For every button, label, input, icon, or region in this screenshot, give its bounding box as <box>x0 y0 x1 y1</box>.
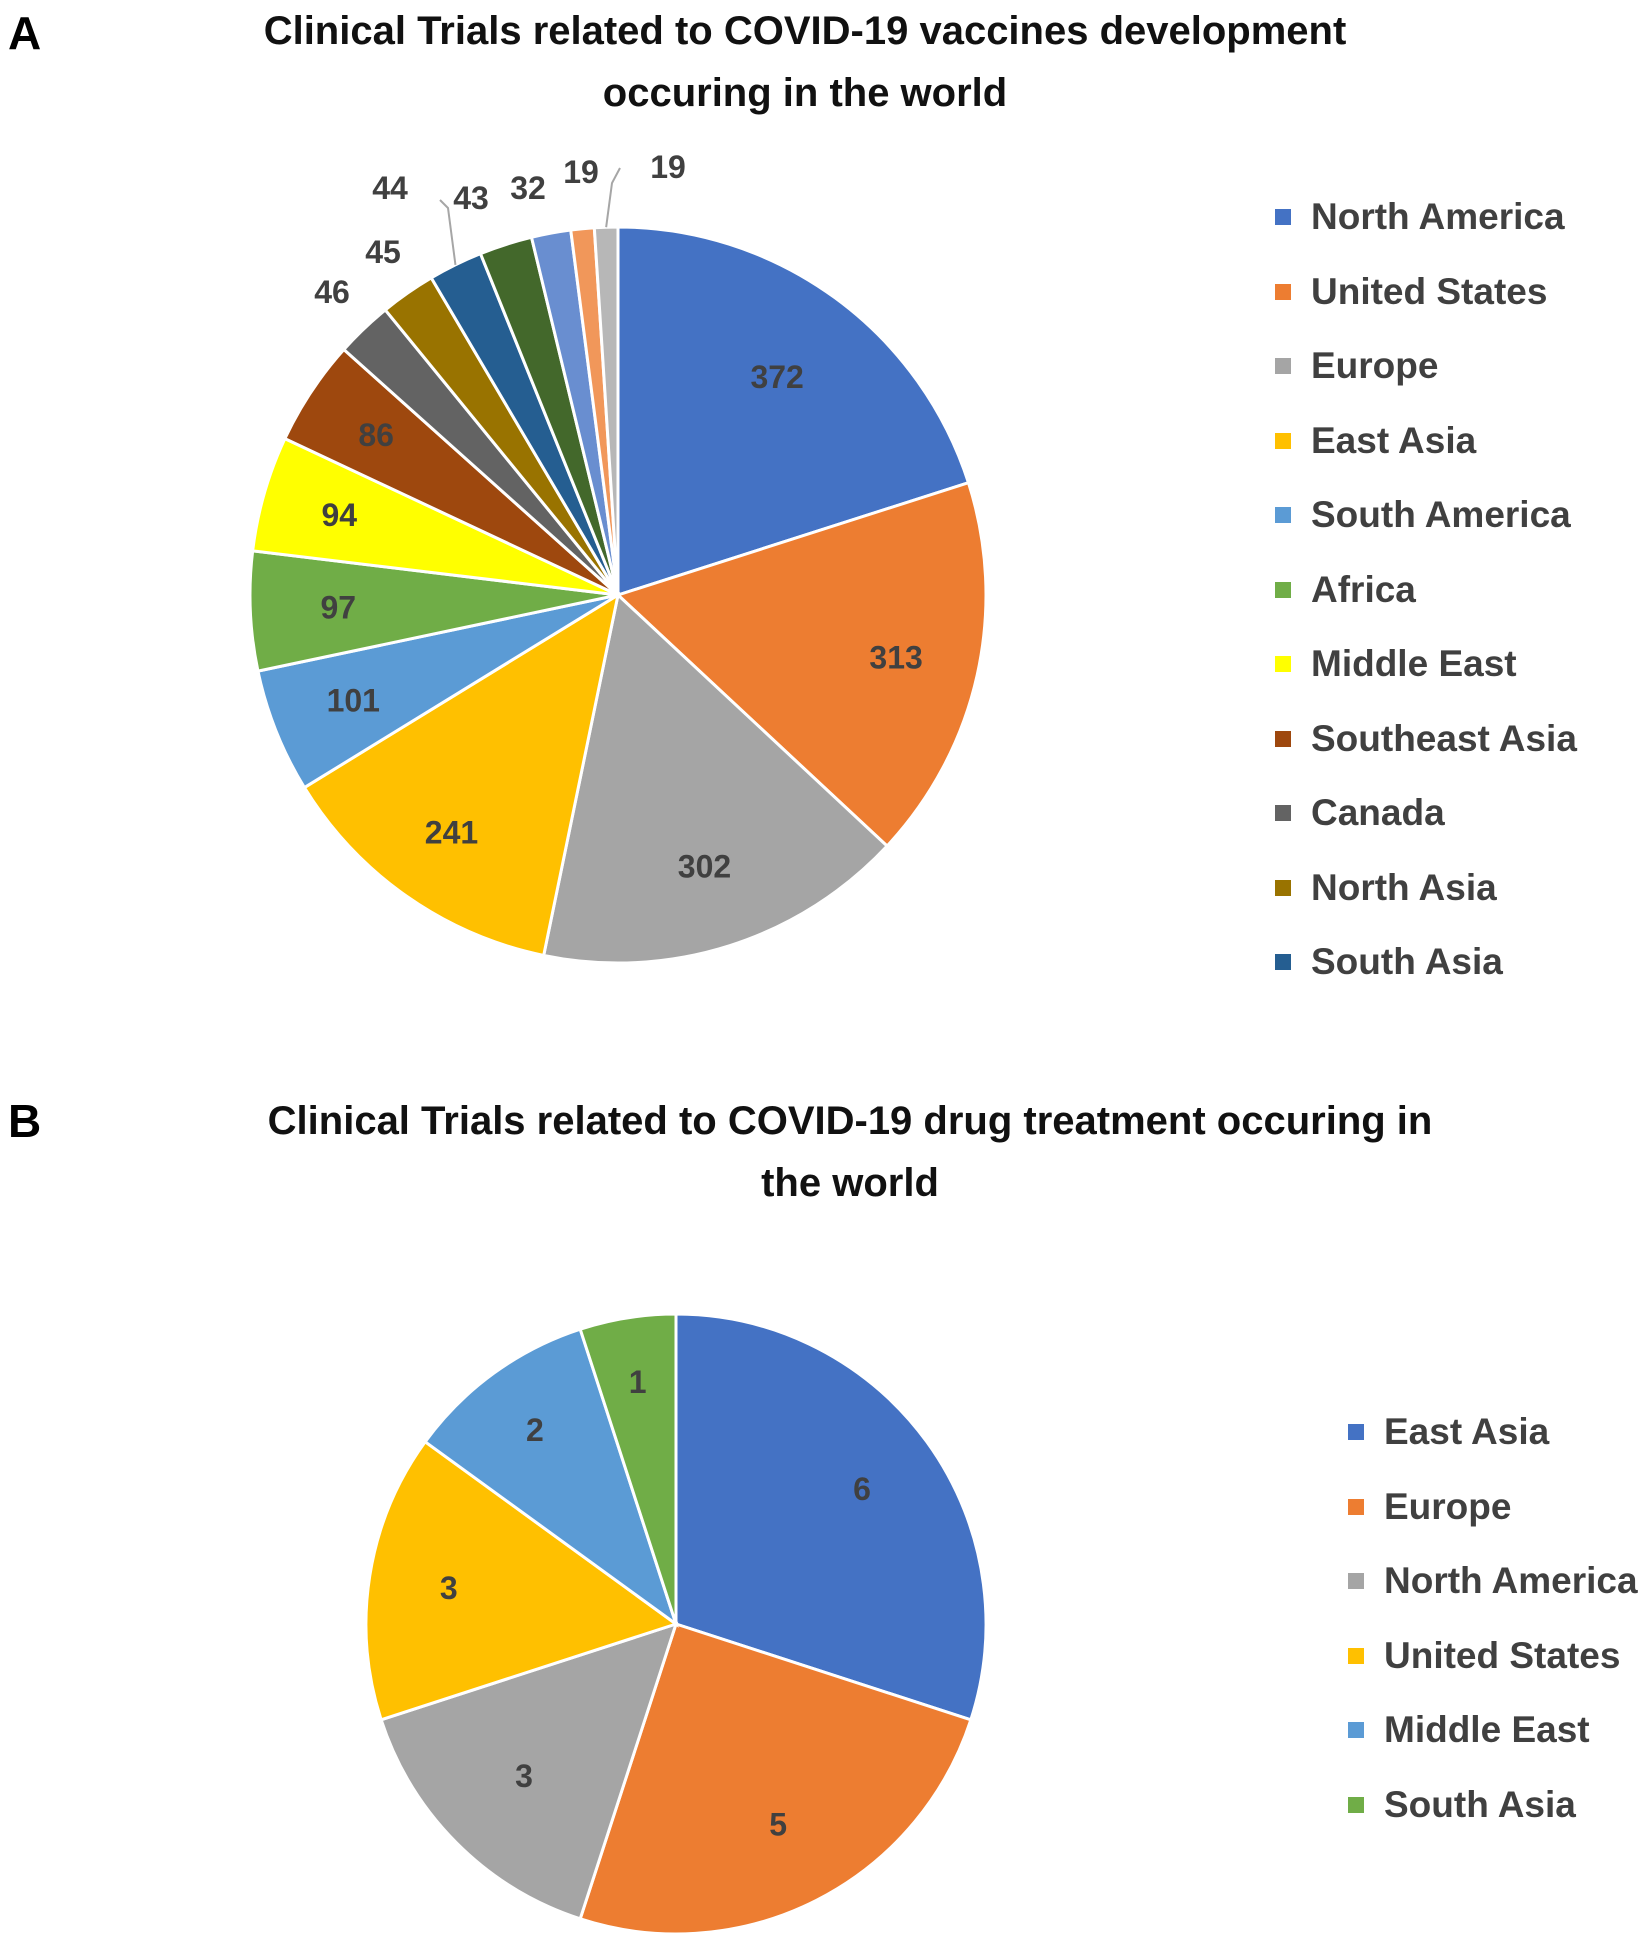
chart-a-data-label-7: 86 <box>358 417 394 453</box>
chart-b-title: Clinical Trials related to COVID-19 drug… <box>150 1090 1550 1214</box>
chart-a-legend-swatch <box>1275 507 1291 524</box>
chart-a-data-label-10: 44 <box>372 170 408 206</box>
chart-b-data-label-3: 3 <box>440 1570 458 1606</box>
chart-a-legend-item-middle-east: Middle East <box>1275 627 1577 702</box>
chart-a-legend-swatch <box>1275 283 1291 300</box>
chart-a-legend-item-southeast-asia: Southeast Asia <box>1275 702 1577 777</box>
chart-b-legend-label: Europe <box>1384 1485 1512 1527</box>
chart-b-title-line1: Clinical Trials related to COVID-19 drug… <box>267 1099 1433 1143</box>
chart-a-legend-item-south-america: South America <box>1275 478 1577 553</box>
chart-b-data-label-5: 1 <box>629 1364 647 1400</box>
legend-a: North America United States Europe East Asi… <box>1275 180 1577 1000</box>
chart-b-data-label-1: 5 <box>769 1806 787 1842</box>
chart-a-leader-line-14 <box>605 167 621 228</box>
chart-a-legend-swatch <box>1275 358 1291 375</box>
chart-a-legend-label: United States <box>1311 270 1548 312</box>
chart-a-legend-item-canada: Canada <box>1275 776 1577 851</box>
chart-a-legend-label: Europe <box>1311 345 1439 387</box>
chart-a-legend-label: South Asia <box>1311 941 1503 983</box>
chart-b-legend-label: South Asia <box>1384 1783 1576 1825</box>
chart-a-data-label-5: 97 <box>320 589 356 625</box>
panel-b-label: B <box>8 1095 42 1147</box>
chart-b-legend-label: North America <box>1384 1560 1638 1602</box>
chart-a-data-label-6: 94 <box>321 497 357 533</box>
chart-a-legend-label: North Asia <box>1311 866 1497 908</box>
legend-b: East Asia Europe North America United State… <box>1348 1395 1638 1842</box>
chart-a-data-label-4: 101 <box>327 683 380 719</box>
chart-a-legend-item-north-america: North America <box>1275 180 1577 255</box>
chart-a-legend-label: Southeast Asia <box>1311 717 1577 759</box>
chart-b-slice-1-europe <box>578 1622 973 1933</box>
chart-b-legend-swatch <box>1348 1573 1364 1590</box>
chart-b-legend-item-east-asia: East Asia <box>1348 1395 1638 1470</box>
chart-b-data-label-0: 6 <box>853 1471 871 1507</box>
chart-b-slice-0-east-asia <box>674 1312 988 1722</box>
chart-a-data-label-11: 43 <box>453 180 489 216</box>
chart-b-legend-swatch <box>1348 1796 1364 1813</box>
chart-a-slice-1-united-states <box>615 480 988 849</box>
chart-a-legend-label: Africa <box>1311 568 1416 610</box>
chart-a-data-label-9: 45 <box>365 234 401 270</box>
chart-b-slice-4-middle-east <box>423 1327 679 1628</box>
chart-a-slice-2-europe <box>541 592 890 965</box>
chart-a-legend-label: North America <box>1311 196 1565 238</box>
chart-a-slice-3-east-asia <box>302 591 621 958</box>
chart-b-legend-item-europe: Europe <box>1348 1470 1638 1545</box>
chart-a-legend-label: Canada <box>1311 792 1445 834</box>
chart-b-legend-swatch <box>1348 1498 1364 1515</box>
chart-a-title: Clinical Trials related to COVID-19 vacc… <box>150 0 1460 124</box>
chart-a-data-label-13: 19 <box>563 154 599 190</box>
chart-a-legend-swatch <box>1275 879 1291 896</box>
chart-a-data-label-0: 372 <box>750 359 803 395</box>
chart-a-legend-item-south-asia: South Asia <box>1275 925 1577 1000</box>
chart-a-data-label-14: 19 <box>650 149 686 185</box>
chart-a-data-label-12: 32 <box>510 170 546 206</box>
chart-a-data-label-8: 46 <box>314 274 350 310</box>
chart-b-data-label-2: 3 <box>515 1758 533 1794</box>
chart-b-legend-swatch <box>1348 1424 1364 1441</box>
chart-a-legend-item-africa: Africa <box>1275 553 1577 628</box>
chart-b-legend-item-north-america: North America <box>1348 1544 1638 1619</box>
chart-b-legend-item-united-states: United States <box>1348 1619 1638 1694</box>
chart-a-legend-item-united-states: United States <box>1275 255 1577 330</box>
chart-a-legend-label: East Asia <box>1311 419 1477 461</box>
chart-a-legend-swatch <box>1275 432 1291 449</box>
chart-a-legend-swatch <box>1275 730 1291 747</box>
chart-b-legend-item-south-asia: South Asia <box>1348 1768 1638 1843</box>
chart-b-title-line2: the world <box>761 1161 939 1205</box>
chart-b-legend-label: East Asia <box>1384 1411 1550 1453</box>
chart-a-legend-swatch <box>1275 209 1291 226</box>
chart-a-slice-0-north-america <box>616 225 971 598</box>
chart-a-data-label-2: 302 <box>678 849 731 885</box>
chart-a-legend-label: South America <box>1311 494 1571 536</box>
chart-a-legend-item-north-asia: North Asia <box>1275 851 1577 926</box>
chart-a-legend-label: Middle East <box>1311 643 1517 685</box>
chart-b-legend-label: Middle East <box>1384 1709 1590 1751</box>
chart-a-legend-item-europe: Europe <box>1275 329 1577 404</box>
chart-a-data-label-1: 313 <box>869 639 922 675</box>
chart-a-title-line1: Clinical Trials related to COVID-19 vacc… <box>263 9 1347 53</box>
chart-a-data-label-3: 241 <box>425 814 478 850</box>
chart-b-legend-item-middle-east: Middle East <box>1348 1693 1638 1768</box>
chart-b-slice-3-united-states <box>364 1439 680 1722</box>
chart-a-legend-swatch <box>1275 656 1291 673</box>
chart-a-legend-swatch <box>1275 954 1291 971</box>
chart-b-slice-2-north-america <box>379 1621 679 1921</box>
chart-a-legend-swatch <box>1275 581 1291 598</box>
chart-a-leader-line-10 <box>439 199 457 265</box>
chart-b-data-label-4: 2 <box>526 1412 544 1448</box>
chart-a-legend-swatch <box>1275 805 1291 822</box>
chart-b-slice-5-south-asia <box>578 1312 678 1625</box>
chart-a-legend-item-east-asia: East Asia <box>1275 404 1577 479</box>
chart-b-legend-swatch <box>1348 1722 1364 1739</box>
chart-b-legend-swatch <box>1348 1647 1364 1664</box>
chart-a-slice-14-other <box>592 225 620 596</box>
chart-a-title-line2: occuring in the world <box>602 71 1008 115</box>
chart-b-legend-label: United States <box>1384 1634 1621 1676</box>
panel-a-label: A <box>8 7 42 59</box>
